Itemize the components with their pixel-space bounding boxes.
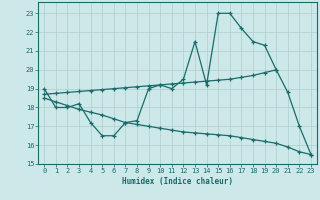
X-axis label: Humidex (Indice chaleur): Humidex (Indice chaleur) [122,177,233,186]
